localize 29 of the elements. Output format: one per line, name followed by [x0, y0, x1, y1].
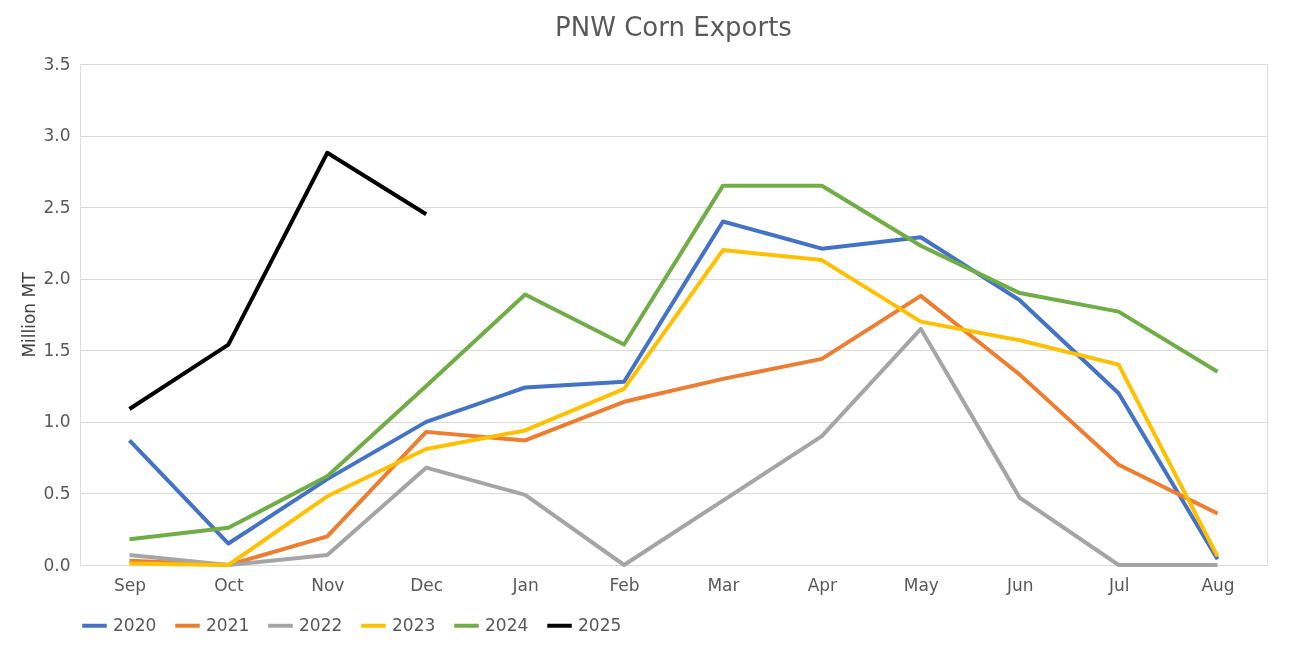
y-tick-label: 0.0 — [43, 554, 71, 575]
y-tick-label: 1.0 — [43, 411, 71, 432]
y-tick-label: 3.0 — [43, 125, 71, 146]
y-tick-label: 3.5 — [43, 53, 71, 74]
x-tick-label: Apr — [807, 574, 838, 595]
x-tick-label: Feb — [609, 574, 640, 595]
legend-label: 2024 — [485, 614, 529, 635]
y-axis-title: Million MT — [19, 271, 40, 358]
x-tick-label: Aug — [1201, 574, 1235, 595]
x-tick-label: Jul — [1107, 574, 1130, 595]
legend-label: 2022 — [299, 614, 343, 635]
chart-title: PNW Corn Exports — [555, 12, 792, 42]
legend-label: 2020 — [113, 614, 157, 635]
y-tick-label: 0.5 — [43, 482, 71, 503]
x-tick-label: Oct — [214, 574, 244, 595]
line-series — [127, 150, 429, 411]
x-tick-label: Jan — [511, 574, 539, 595]
y-tick-label: 1.5 — [43, 339, 71, 360]
x-tick-label: Dec — [410, 574, 444, 595]
x-tick-label: Nov — [311, 574, 345, 595]
x-tick-label: Jun — [1005, 574, 1034, 595]
y-tick-label: 2.5 — [43, 196, 71, 217]
x-tick-label: Mar — [707, 574, 740, 595]
legend-label: 2021 — [206, 614, 250, 635]
legend-label: 2023 — [392, 614, 436, 635]
x-tick-label: May — [903, 574, 939, 595]
legend-label: 2025 — [578, 614, 622, 635]
y-tick-label: 2.0 — [43, 268, 71, 289]
x-tick-label: Sep — [113, 574, 146, 595]
